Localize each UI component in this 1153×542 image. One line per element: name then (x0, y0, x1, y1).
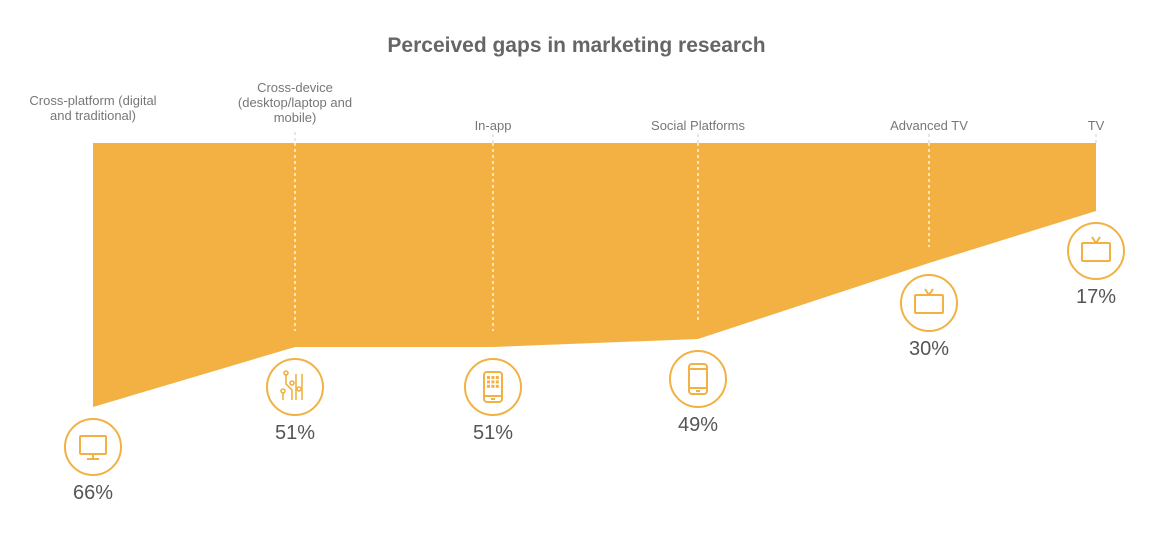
monitor-icon (64, 418, 122, 476)
category-label: (desktop/laptop and (238, 95, 352, 110)
category-label: Cross-device (257, 80, 333, 95)
smartphone-icon (669, 350, 727, 408)
category-label: TV (1088, 118, 1105, 133)
chart-title: Perceived gaps in marketing research (387, 34, 766, 57)
value-label: 49% (678, 414, 718, 436)
value-label: 17% (1076, 286, 1116, 308)
value-label: 51% (275, 422, 315, 444)
category-label: Cross-platform (digital (29, 93, 156, 108)
category-label: and traditional) (50, 108, 136, 123)
area-fill (93, 143, 1096, 407)
category-label: In-app (475, 118, 512, 133)
value-label: 30% (909, 338, 949, 360)
value-label: 51% (473, 422, 513, 444)
category-label: mobile) (274, 110, 317, 125)
value-label: 66% (73, 482, 113, 504)
advanced-tv-icon (900, 274, 958, 332)
app-phone-icon (464, 358, 522, 416)
circuit-icon (266, 358, 324, 416)
category-label: Advanced TV (890, 118, 968, 133)
category-label: Social Platforms (651, 118, 745, 133)
tv-icon (1067, 222, 1125, 280)
